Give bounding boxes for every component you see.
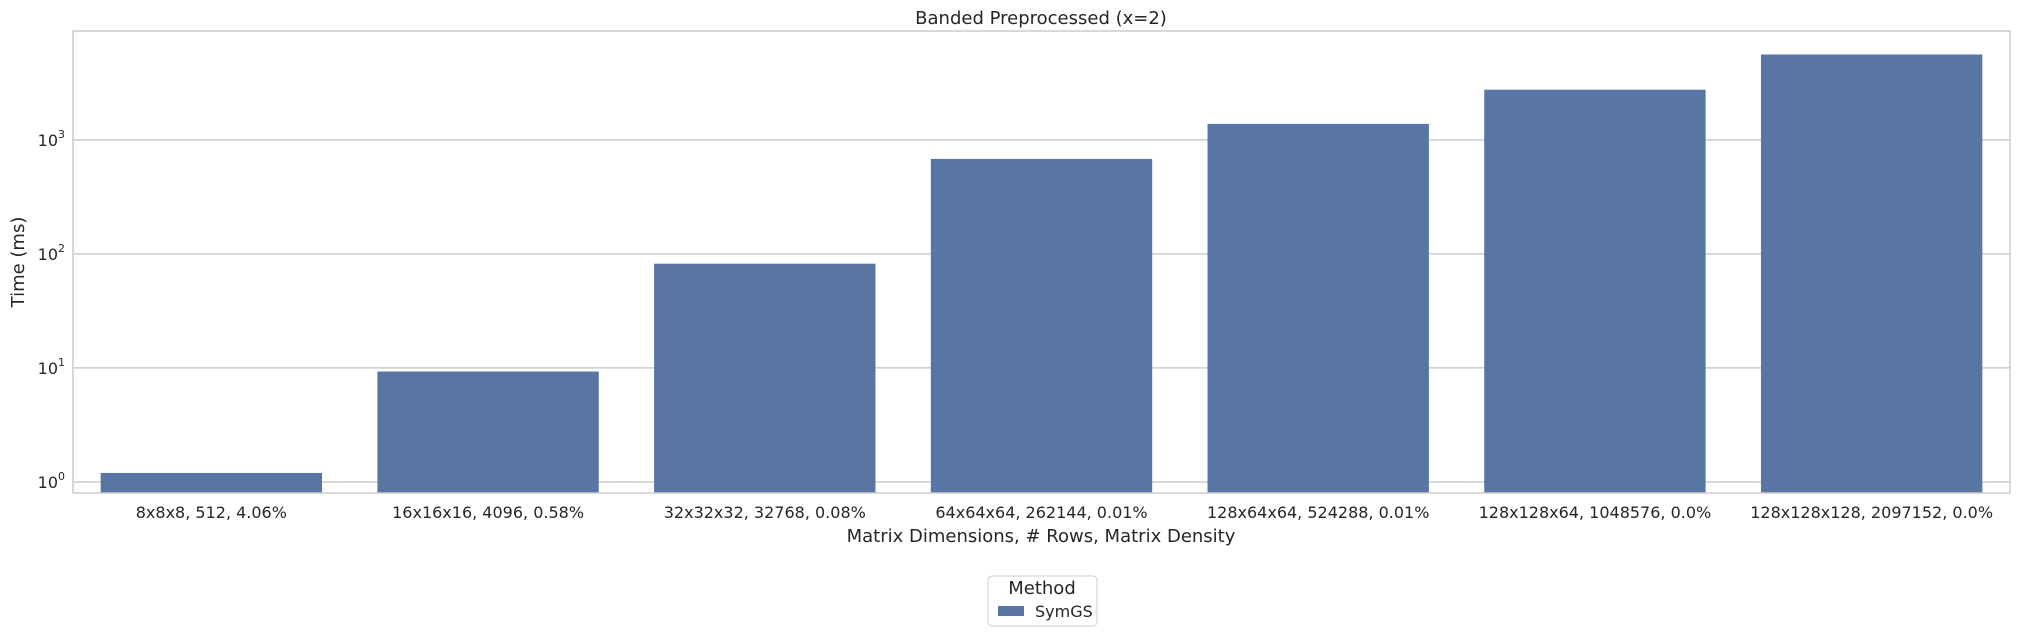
chart-title: Banded Preprocessed (x=2) <box>915 8 1167 29</box>
y-tick-label: 101 <box>38 356 65 378</box>
bar <box>1484 89 1706 493</box>
x-tick-label: 16x16x16, 4096, 0.58% <box>392 503 584 522</box>
y-tick-label: 102 <box>38 242 65 264</box>
x-tick-label: 128x64x64, 524288, 0.01% <box>1207 503 1429 522</box>
y-tick-label: 103 <box>38 128 65 150</box>
bar <box>1207 123 1429 493</box>
bar <box>654 263 876 493</box>
legend-swatch-symgs <box>998 606 1024 616</box>
x-tick-label: 8x8x8, 512, 4.06% <box>136 503 287 522</box>
bars <box>100 54 1983 494</box>
legend: Method SymGS <box>987 575 1098 627</box>
x-tick-label: 128x128x128, 2097152, 0.0% <box>1750 503 1993 522</box>
bar <box>100 472 323 493</box>
bar <box>1760 54 1983 494</box>
legend-title: Method <box>1008 578 1076 599</box>
y-axis-label: Time (ms) <box>8 217 29 309</box>
x-tick-labels: 8x8x8, 512, 4.06% 16x16x16, 4096, 0.58% 32… <box>136 503 1993 522</box>
y-tick-labels: 100 101 102 103 <box>38 128 65 492</box>
y-tick-label: 100 <box>38 470 65 492</box>
x-tick-label: 128x128x64, 1048576, 0.0% <box>1479 503 1712 522</box>
legend-label-symgs: SymGS <box>1035 602 1093 621</box>
x-axis-label: Matrix Dimensions, # Rows, Matrix Densit… <box>847 526 1236 547</box>
bar <box>377 371 599 493</box>
plot-frame <box>72 30 2011 494</box>
x-tick-label: 64x64x64, 262144, 0.01% <box>935 503 1147 522</box>
x-tick-label: 32x32x32, 32768, 0.08% <box>664 503 866 522</box>
bar <box>930 158 1153 493</box>
